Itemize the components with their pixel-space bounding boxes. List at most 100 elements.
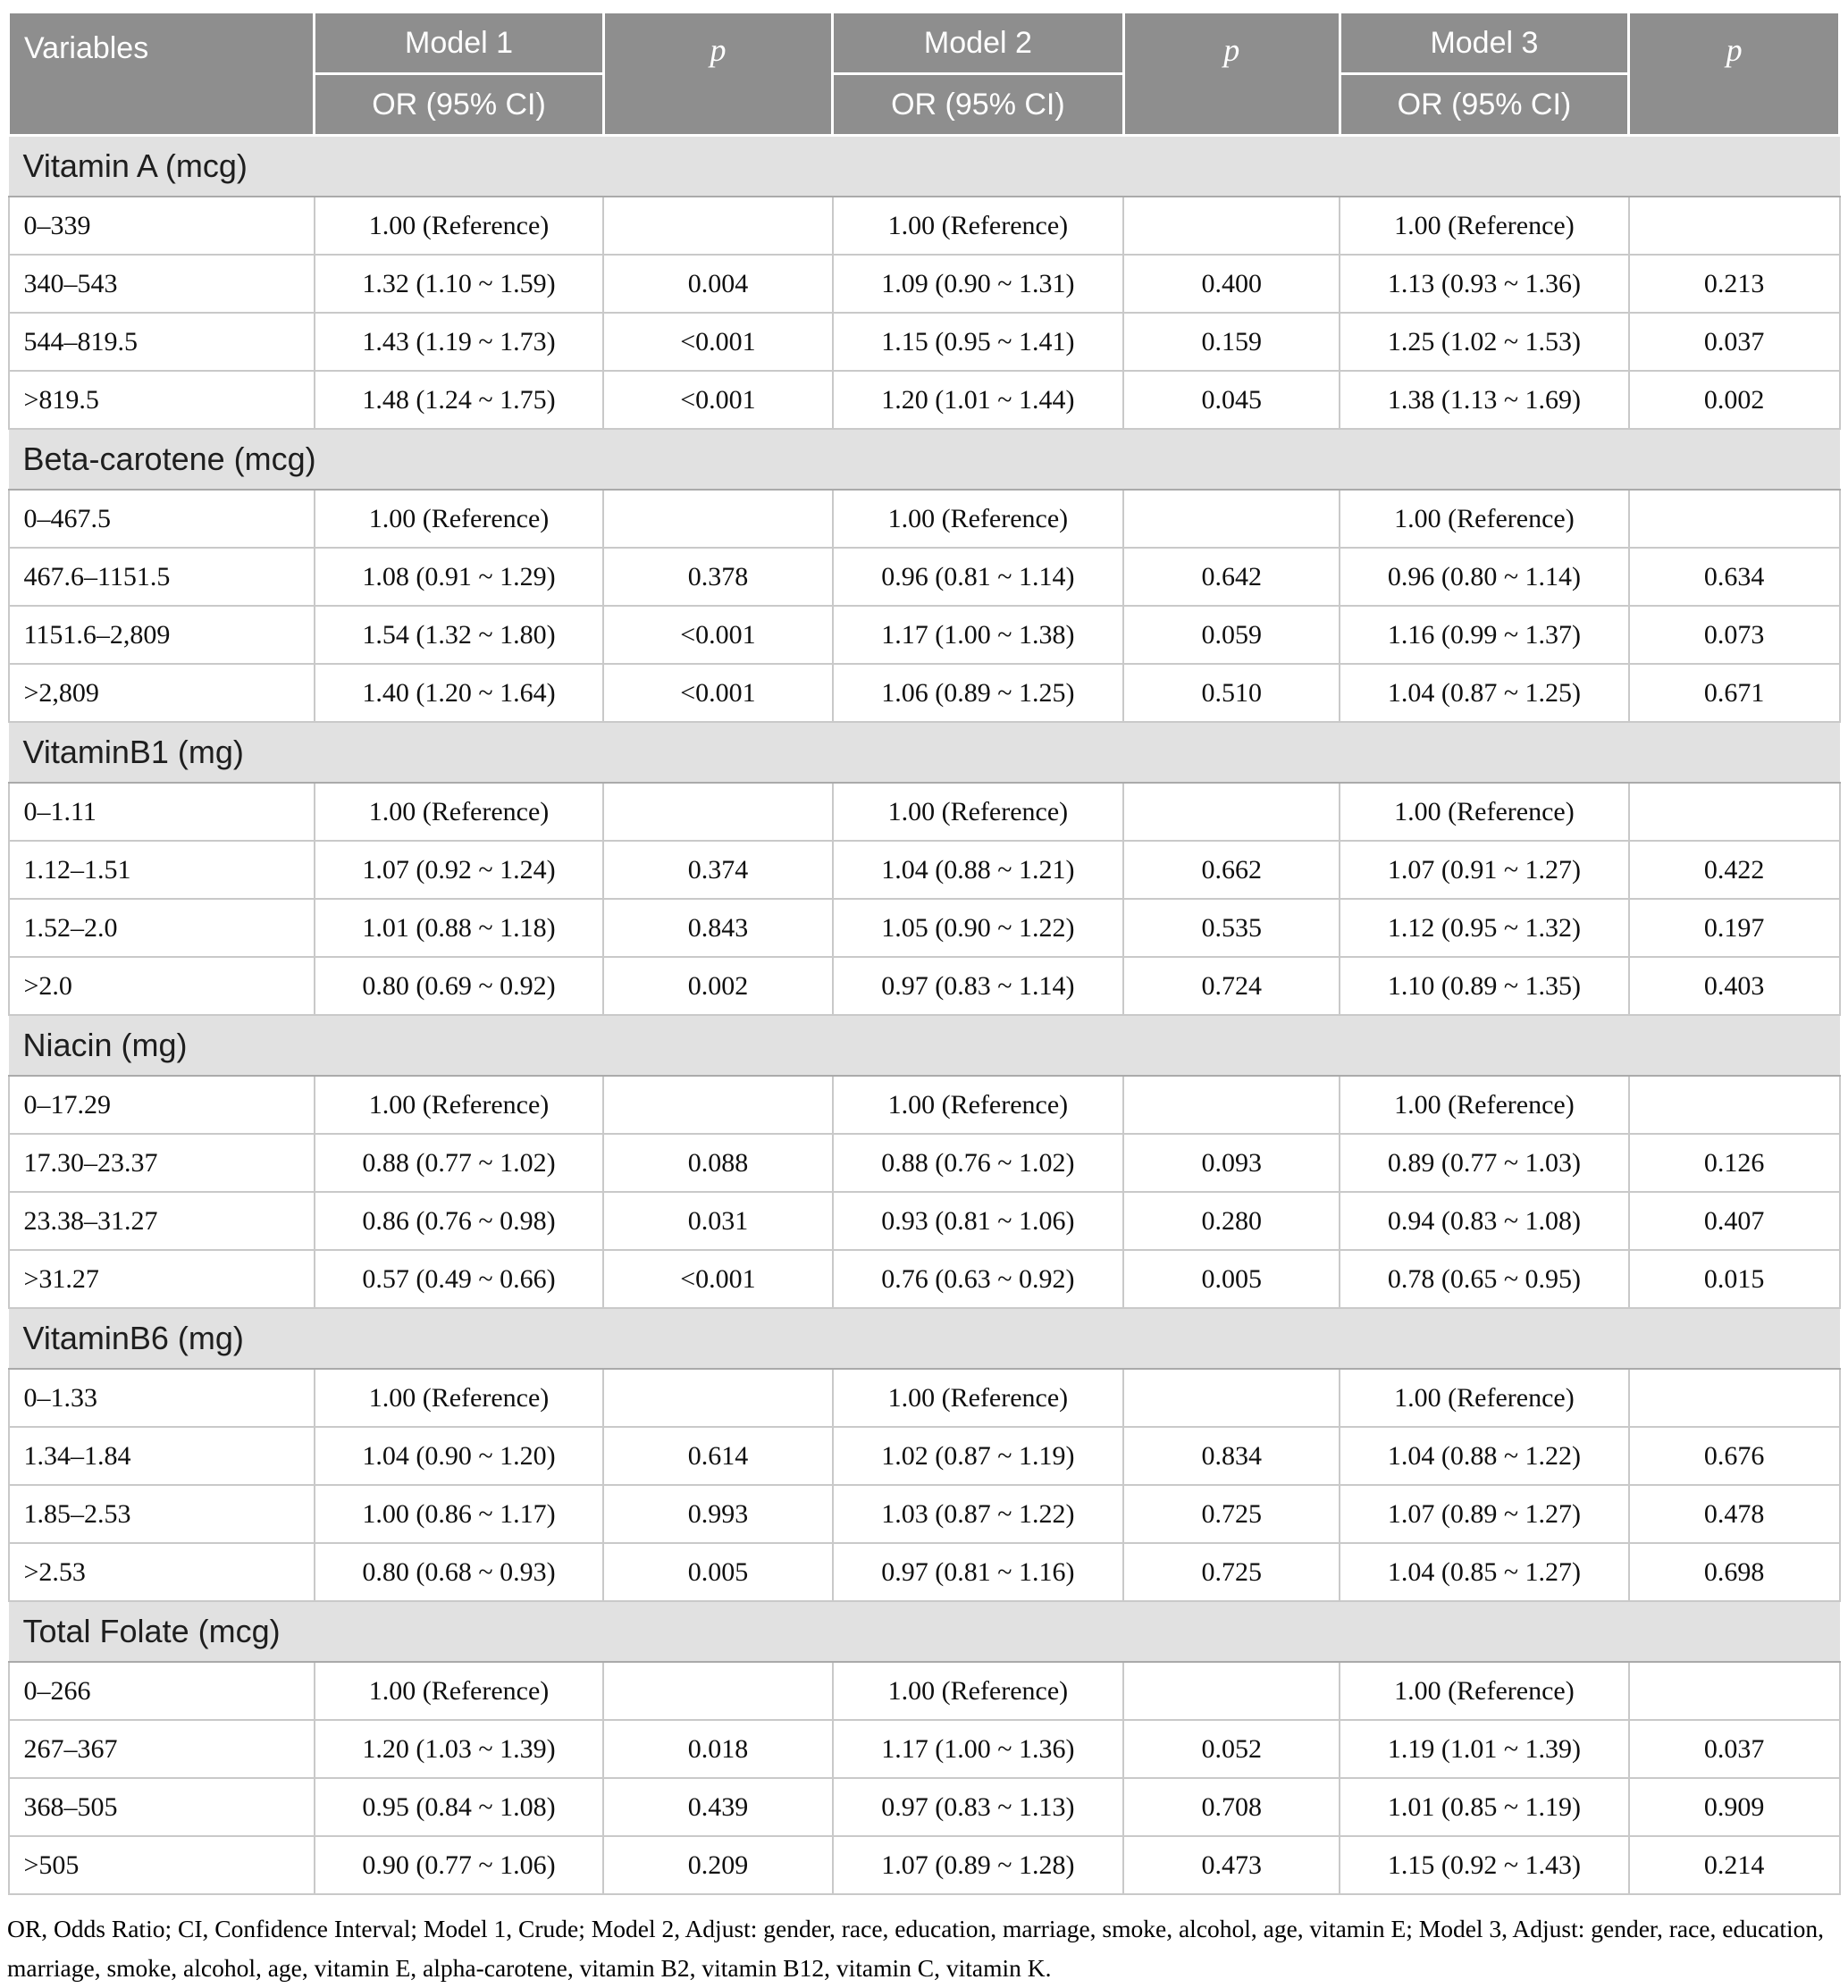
cell-variable: 23.38–31.27: [7, 1191, 315, 1251]
cell-or-m1: 1.00 (Reference): [313, 782, 605, 842]
cell-p-m2: 0.708: [1122, 1777, 1341, 1837]
table-row: 23.38–31.27 0.86 (0.76 ~ 0.98) 0.031 0.9…: [7, 1191, 1841, 1251]
column-header-model3: Model 3: [1338, 11, 1631, 75]
cell-or-m3: 1.16 (0.99 ~ 1.37): [1339, 605, 1630, 665]
cell-or-m3: 1.07 (0.89 ~ 1.27): [1339, 1484, 1630, 1544]
column-subheader-or-ci-1: OR (95% CI): [313, 72, 605, 137]
cell-p-m2: [1122, 196, 1341, 256]
cell-variable: 0–17.29: [7, 1075, 315, 1135]
table-row: 17.30–23.37 0.88 (0.77 ~ 1.02) 0.088 0.8…: [7, 1133, 1841, 1193]
cell-p-m1: 0.088: [602, 1133, 834, 1193]
cell-or-m2: 1.00 (Reference): [831, 1368, 1125, 1428]
section-title: VitaminB1 (mg): [8, 721, 1840, 784]
cell-variable: 0–266: [7, 1661, 315, 1721]
table-row: >505 0.90 (0.77 ~ 1.06) 0.209 1.07 (0.89…: [7, 1835, 1841, 1895]
section-title: Vitamin A (mcg): [8, 134, 1840, 197]
cell-p-m2: 0.510: [1122, 663, 1341, 723]
cell-p-m2: 0.724: [1122, 956, 1341, 1016]
table-row: 0–339 1.00 (Reference) 1.00 (Reference) …: [7, 196, 1841, 256]
cell-or-m1: 1.48 (1.24 ~ 1.75): [313, 370, 605, 430]
cell-or-m1: 0.57 (0.49 ~ 0.66): [313, 1249, 605, 1309]
cell-p-m2: 0.059: [1122, 605, 1341, 665]
table-row: >2.0 0.80 (0.69 ~ 0.92) 0.002 0.97 (0.83…: [7, 956, 1841, 1016]
cell-or-m2: 0.97 (0.83 ~ 1.13): [831, 1777, 1125, 1837]
cell-or-m3: 1.04 (0.88 ~ 1.22): [1339, 1426, 1630, 1486]
section-vitamin-a: Vitamin A (mcg) 0–339 1.00 (Reference) 1…: [7, 134, 1841, 430]
cell-variable: >2.0: [7, 956, 315, 1016]
cell-or-m3: 1.00 (Reference): [1339, 782, 1630, 842]
table-row: 0–266 1.00 (Reference) 1.00 (Reference) …: [7, 1661, 1841, 1721]
column-subheader-or-ci-2: OR (95% CI): [831, 72, 1125, 137]
cell-or-m2: 1.03 (0.87 ~ 1.22): [831, 1484, 1125, 1544]
cell-or-m3: 1.25 (1.02 ~ 1.53): [1339, 312, 1630, 372]
odds-ratio-table: Variables Model 1 p Model 2 p Model 3 p …: [6, 11, 1841, 1895]
cell-p-m2: 0.535: [1122, 898, 1341, 958]
cell-p-m1: 0.378: [602, 547, 834, 607]
table-row: 1.34–1.84 1.04 (0.90 ~ 1.20) 0.614 1.02 …: [7, 1426, 1841, 1486]
cell-variable: 0–339: [7, 196, 315, 256]
cell-or-m2: 0.93 (0.81 ~ 1.06): [831, 1191, 1125, 1251]
table-row: 0–467.5 1.00 (Reference) 1.00 (Reference…: [7, 489, 1841, 549]
cell-or-m3: 1.10 (0.89 ~ 1.35): [1339, 956, 1630, 1016]
table-row: 544–819.5 1.43 (1.19 ~ 1.73) <0.001 1.15…: [7, 312, 1841, 372]
cell-p-m3: 0.126: [1627, 1133, 1841, 1193]
cell-variable: 467.6–1151.5: [7, 547, 315, 607]
cell-p-m2: [1122, 1075, 1341, 1135]
cell-p-m3: [1627, 489, 1841, 549]
cell-p-m1: [602, 489, 834, 549]
cell-or-m2: 1.20 (1.01 ~ 1.44): [831, 370, 1125, 430]
section-beta-carotene: Beta-carotene (mcg) 0–467.5 1.00 (Refere…: [7, 428, 1841, 723]
cell-variable: 544–819.5: [7, 312, 315, 372]
cell-variable: 1.34–1.84: [7, 1426, 315, 1486]
cell-p-m1: [602, 1368, 834, 1428]
cell-or-m3: 1.04 (0.87 ~ 1.25): [1339, 663, 1630, 723]
cell-or-m3: 1.19 (1.01 ~ 1.39): [1339, 1719, 1630, 1779]
section-title: Beta-carotene (mcg): [8, 428, 1840, 491]
cell-variable: >505: [7, 1835, 315, 1895]
cell-p-m2: 0.005: [1122, 1249, 1341, 1309]
table-row: >31.27 0.57 (0.49 ~ 0.66) <0.001 0.76 (0…: [7, 1249, 1841, 1309]
cell-or-m1: 0.90 (0.77 ~ 1.06): [313, 1835, 605, 1895]
cell-variable: >2,809: [7, 663, 315, 723]
cell-p-m3: 0.037: [1627, 312, 1841, 372]
cell-p-m1: 0.614: [602, 1426, 834, 1486]
cell-or-m1: 0.88 (0.77 ~ 1.02): [313, 1133, 605, 1193]
cell-or-m1: 1.00 (Reference): [313, 489, 605, 549]
cell-or-m2: 1.00 (Reference): [831, 782, 1125, 842]
section-niacin: Niacin (mg) 0–17.29 1.00 (Reference) 1.0…: [7, 1014, 1841, 1309]
cell-or-m1: 1.01 (0.88 ~ 1.18): [313, 898, 605, 958]
cell-or-m2: 0.97 (0.83 ~ 1.14): [831, 956, 1125, 1016]
cell-variable: 1.12–1.51: [7, 840, 315, 900]
cell-or-m1: 0.80 (0.69 ~ 0.92): [313, 956, 605, 1016]
cell-p-m1: <0.001: [602, 312, 834, 372]
cell-p-m2: 0.473: [1122, 1835, 1341, 1895]
cell-or-m3: 0.94 (0.83 ~ 1.08): [1339, 1191, 1630, 1251]
cell-p-m3: 0.676: [1627, 1426, 1841, 1486]
cell-variable: 1.85–2.53: [7, 1484, 315, 1544]
cell-or-m1: 0.95 (0.84 ~ 1.08): [313, 1777, 605, 1837]
cell-or-m3: 1.38 (1.13 ~ 1.69): [1339, 370, 1630, 430]
cell-or-m2: 1.02 (0.87 ~ 1.19): [831, 1426, 1125, 1486]
cell-p-m1: 0.002: [602, 956, 834, 1016]
cell-p-m2: 0.400: [1122, 254, 1341, 314]
cell-or-m1: 1.54 (1.32 ~ 1.80): [313, 605, 605, 665]
cell-or-m2: 1.15 (0.95 ~ 1.41): [831, 312, 1125, 372]
cell-or-m1: 1.32 (1.10 ~ 1.59): [313, 254, 605, 314]
cell-p-m1: <0.001: [602, 663, 834, 723]
cell-p-m3: 0.214: [1627, 1835, 1841, 1895]
cell-p-m2: 0.642: [1122, 547, 1341, 607]
cell-p-m1: 0.209: [602, 1835, 834, 1895]
table-row: 0–1.11 1.00 (Reference) 1.00 (Reference)…: [7, 782, 1841, 842]
cell-variable: 267–367: [7, 1719, 315, 1779]
cell-or-m1: 1.00 (Reference): [313, 1075, 605, 1135]
cell-p-m2: [1122, 489, 1341, 549]
cell-p-m1: 0.004: [602, 254, 834, 314]
cell-p-m3: 0.015: [1627, 1249, 1841, 1309]
cell-p-m2: 0.045: [1122, 370, 1341, 430]
cell-or-m2: 1.17 (1.00 ~ 1.36): [831, 1719, 1125, 1779]
cell-p-m3: [1627, 1075, 1841, 1135]
cell-p-m3: 0.073: [1627, 605, 1841, 665]
cell-or-m3: 1.00 (Reference): [1339, 489, 1630, 549]
table-footnote: OR, Odds Ratio; CI, Confidence Interval;…: [7, 1915, 1825, 1982]
cell-p-m3: [1627, 196, 1841, 256]
